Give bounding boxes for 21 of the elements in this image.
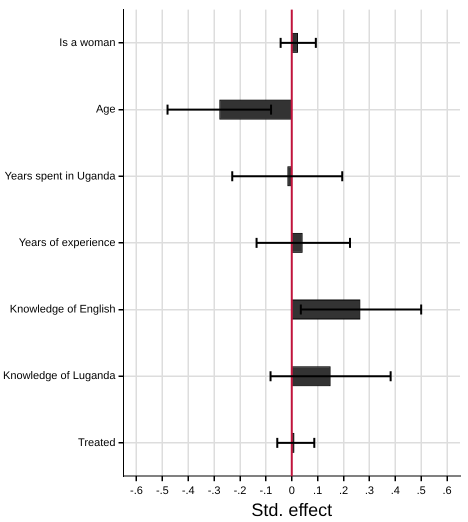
x-tick-label: -.6 <box>130 484 143 497</box>
x-tick-label: -.3 <box>208 484 221 497</box>
x-tick-label: .1 <box>313 484 322 497</box>
y-tick-label: Years spent in Uganda <box>4 170 116 182</box>
y-tick-label: Knowledge of Luganda <box>2 370 116 382</box>
x-tick-label: -.1 <box>259 484 272 497</box>
y-tick-label: Years of experience <box>18 236 116 249</box>
x-tick-label: -.4 <box>182 484 195 497</box>
x-tick-label: 0 <box>288 484 295 497</box>
x-axis-title: Std. effect <box>251 500 332 520</box>
x-tick-label: .3 <box>364 484 374 497</box>
x-tick-label: .6 <box>442 484 452 497</box>
x-tick-label: .2 <box>338 484 348 497</box>
y-tick-label: Age <box>96 104 116 116</box>
x-tick-label: .4 <box>390 484 400 497</box>
y-tick-label: Is a woman <box>59 36 116 49</box>
x-tick-label: -.2 <box>234 484 246 497</box>
x-tick-label: .5 <box>416 484 426 497</box>
y-tick-label: Treated <box>78 436 116 449</box>
y-tick-label: Knowledge of English <box>10 304 116 316</box>
x-tick-label: -.5 <box>156 484 169 497</box>
